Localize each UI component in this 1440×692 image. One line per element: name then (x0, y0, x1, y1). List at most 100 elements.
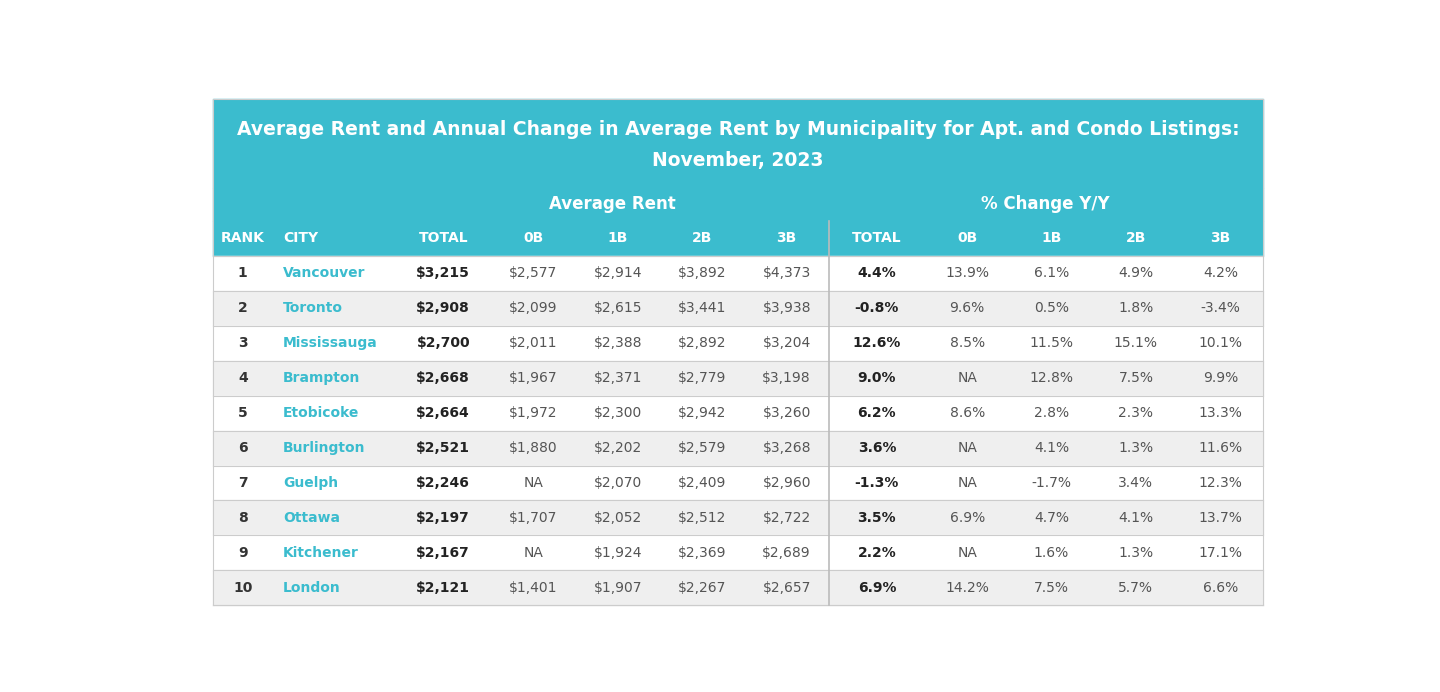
Text: -0.8%: -0.8% (855, 301, 899, 316)
Bar (213, 570, 1263, 606)
Text: 9: 9 (238, 546, 248, 560)
Text: $3,441: $3,441 (678, 301, 726, 316)
Bar (213, 291, 1263, 326)
Text: 4: 4 (238, 371, 248, 385)
Text: 1B: 1B (608, 231, 628, 245)
Text: 1.3%: 1.3% (1119, 441, 1153, 455)
Text: $2,577: $2,577 (510, 266, 557, 280)
Text: 8.5%: 8.5% (949, 336, 985, 350)
Text: $2,300: $2,300 (593, 406, 642, 420)
Text: 3: 3 (238, 336, 248, 350)
Text: 5: 5 (238, 406, 248, 420)
Text: 6.1%: 6.1% (1034, 266, 1068, 280)
Text: $1,924: $1,924 (593, 546, 642, 560)
Text: 6.9%: 6.9% (949, 511, 985, 525)
Text: $2,409: $2,409 (678, 476, 726, 490)
Text: $2,779: $2,779 (678, 371, 726, 385)
Text: -1.7%: -1.7% (1031, 476, 1071, 490)
Text: NA: NA (524, 546, 543, 560)
Text: Etobicoke: Etobicoke (284, 406, 360, 420)
Text: -1.3%: -1.3% (855, 476, 899, 490)
Text: $3,938: $3,938 (762, 301, 811, 316)
Text: $2,369: $2,369 (678, 546, 727, 560)
Text: $2,892: $2,892 (678, 336, 727, 350)
Text: 13.9%: 13.9% (945, 266, 989, 280)
Text: 1.6%: 1.6% (1034, 546, 1068, 560)
Text: 6.9%: 6.9% (858, 581, 896, 594)
Text: $1,401: $1,401 (510, 581, 557, 594)
Text: NA: NA (958, 371, 978, 385)
Text: $2,960: $2,960 (762, 476, 811, 490)
Bar (213, 188, 1263, 221)
Bar (213, 99, 1263, 188)
Text: Average Rent and Annual Change in Average Rent by Municipality for Apt. and Cond: Average Rent and Annual Change in Averag… (236, 120, 1240, 140)
Text: 12.3%: 12.3% (1198, 476, 1243, 490)
Text: London: London (284, 581, 341, 594)
Text: 2.8%: 2.8% (1034, 406, 1068, 420)
Text: 17.1%: 17.1% (1198, 546, 1243, 560)
Text: 14.2%: 14.2% (945, 581, 989, 594)
Text: 15.1%: 15.1% (1115, 336, 1158, 350)
Bar (213, 396, 1263, 430)
Text: 3.6%: 3.6% (858, 441, 896, 455)
Bar (213, 361, 1263, 396)
Text: 10.1%: 10.1% (1198, 336, 1243, 350)
Text: % Change Y/Y: % Change Y/Y (982, 195, 1110, 213)
Text: Burlington: Burlington (284, 441, 366, 455)
Text: $3,268: $3,268 (762, 441, 811, 455)
Text: 3B: 3B (1210, 231, 1230, 245)
Text: 4.2%: 4.2% (1202, 266, 1238, 280)
Text: $3,260: $3,260 (762, 406, 811, 420)
Text: 6: 6 (238, 441, 248, 455)
Text: $2,668: $2,668 (416, 371, 469, 385)
Text: 2.3%: 2.3% (1119, 406, 1153, 420)
Text: $3,198: $3,198 (762, 371, 811, 385)
Bar (213, 536, 1263, 570)
Text: 6.2%: 6.2% (858, 406, 896, 420)
Text: 1: 1 (238, 266, 248, 280)
Text: 2B: 2B (1126, 231, 1146, 245)
Text: NA: NA (524, 476, 543, 490)
Text: $2,521: $2,521 (416, 441, 471, 455)
Text: $2,011: $2,011 (510, 336, 557, 350)
Text: NA: NA (958, 476, 978, 490)
Text: $2,689: $2,689 (762, 546, 811, 560)
Text: 8.6%: 8.6% (949, 406, 985, 420)
Text: 9.0%: 9.0% (858, 371, 896, 385)
Text: $3,215: $3,215 (416, 266, 469, 280)
Text: $1,907: $1,907 (593, 581, 642, 594)
Text: 0.5%: 0.5% (1034, 301, 1068, 316)
Bar (213, 430, 1263, 466)
Text: 6.6%: 6.6% (1202, 581, 1238, 594)
Text: -3.4%: -3.4% (1201, 301, 1240, 316)
Text: $3,892: $3,892 (678, 266, 727, 280)
Bar (213, 500, 1263, 536)
Text: 2: 2 (238, 301, 248, 316)
Text: Kitchener: Kitchener (284, 546, 359, 560)
Text: Mississauga: Mississauga (284, 336, 377, 350)
Text: RANK: RANK (220, 231, 265, 245)
Text: 10: 10 (233, 581, 252, 594)
Text: Vancouver: Vancouver (284, 266, 366, 280)
Text: $2,099: $2,099 (510, 301, 557, 316)
Text: $2,167: $2,167 (416, 546, 469, 560)
Bar (213, 326, 1263, 361)
Text: 5.7%: 5.7% (1119, 581, 1153, 594)
Text: NA: NA (958, 441, 978, 455)
Text: CITY: CITY (284, 231, 318, 245)
Text: $1,707: $1,707 (510, 511, 557, 525)
Text: $2,942: $2,942 (678, 406, 726, 420)
Text: $1,967: $1,967 (510, 371, 557, 385)
Text: $4,373: $4,373 (763, 266, 811, 280)
Text: Toronto: Toronto (284, 301, 343, 316)
Text: $2,914: $2,914 (593, 266, 642, 280)
Text: 4.7%: 4.7% (1034, 511, 1068, 525)
Text: $2,070: $2,070 (593, 476, 642, 490)
Text: 7.5%: 7.5% (1119, 371, 1153, 385)
Text: $2,052: $2,052 (593, 511, 642, 525)
Text: 1.8%: 1.8% (1119, 301, 1153, 316)
Text: $2,121: $2,121 (416, 581, 471, 594)
Text: 4.1%: 4.1% (1119, 511, 1153, 525)
Text: TOTAL: TOTAL (852, 231, 901, 245)
Text: 9.9%: 9.9% (1202, 371, 1238, 385)
